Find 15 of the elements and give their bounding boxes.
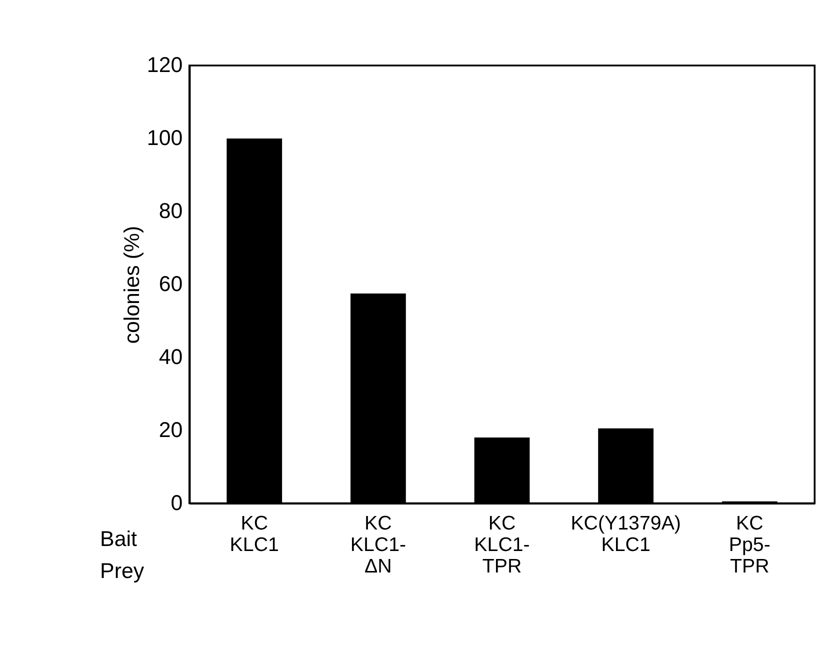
y-tick-label: 120 bbox=[146, 53, 183, 78]
text: Prey bbox=[100, 559, 144, 584]
y-tick-label: 40 bbox=[158, 345, 183, 370]
y-axis-title: colonies (%) bbox=[120, 226, 144, 344]
x-tick-label: KC KLC1- TPR bbox=[474, 512, 530, 578]
y-tick-label: 60 bbox=[158, 272, 183, 296]
x-tick-label: KC KLC1 bbox=[230, 512, 279, 556]
x-tick-label: KC(Y1379A) KLC1 bbox=[570, 512, 681, 556]
y-tick-label: 80 bbox=[158, 199, 183, 224]
text: Bait bbox=[100, 527, 138, 552]
y-tick-label: 0 bbox=[170, 490, 183, 515]
x-tick-label: KC Pp5- TPR bbox=[728, 512, 770, 578]
y-tick-label: 20 bbox=[158, 418, 183, 442]
x-tick-label: KC KLC1- ΔN bbox=[350, 512, 406, 578]
y-tick-label: 100 bbox=[146, 126, 183, 150]
